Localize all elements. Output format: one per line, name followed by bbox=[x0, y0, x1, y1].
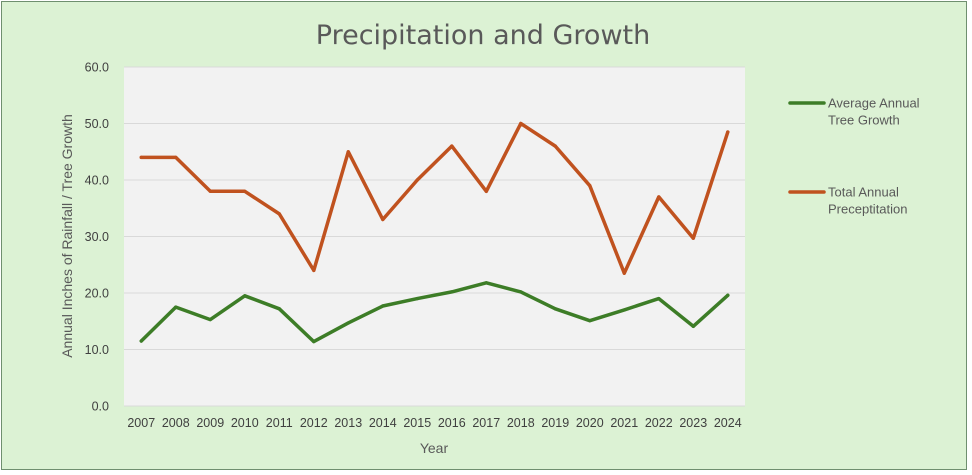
data-point bbox=[657, 195, 661, 199]
data-point bbox=[174, 155, 178, 159]
y-tick-label: 40.0 bbox=[85, 174, 109, 188]
legend-label-2: Total Annual Preceptitation bbox=[828, 185, 908, 217]
data-point bbox=[346, 150, 350, 154]
x-tick-label: 2013 bbox=[334, 416, 362, 430]
y-tick-label: 50.0 bbox=[85, 117, 109, 131]
data-point bbox=[519, 121, 523, 126]
x-tick-label: 2014 bbox=[369, 416, 397, 430]
x-tick-label: 2021 bbox=[610, 416, 638, 430]
data-point bbox=[381, 304, 385, 308]
x-tick-label: 2017 bbox=[472, 416, 500, 430]
data-point bbox=[139, 339, 143, 343]
x-tick-label: 2018 bbox=[507, 416, 535, 430]
legend: Average Annual Tree Growth Total Annual Pre… bbox=[788, 96, 920, 217]
x-tick-label: 2020 bbox=[576, 416, 604, 430]
data-point bbox=[726, 293, 730, 297]
y-tick-label: 10.0 bbox=[85, 343, 109, 357]
data-point bbox=[277, 307, 281, 311]
data-point bbox=[726, 130, 730, 134]
data-point bbox=[519, 290, 523, 294]
data-point bbox=[484, 281, 488, 285]
data-point bbox=[208, 189, 212, 193]
x-tick-label: 2016 bbox=[438, 416, 466, 430]
data-point bbox=[553, 144, 557, 148]
data-point bbox=[450, 144, 454, 148]
y-tick-label: 0.0 bbox=[92, 400, 109, 414]
data-point bbox=[691, 236, 695, 240]
x-tick-label: 2007 bbox=[127, 416, 155, 430]
y-tick-labels: 0.0 10.0 20.0 30.0 40.0 50.0 60.0 bbox=[85, 61, 109, 414]
data-point bbox=[450, 290, 454, 294]
legend-label-1: Average Annual Tree Growth bbox=[828, 96, 920, 128]
x-tick-label: 2024 bbox=[714, 416, 742, 430]
data-point bbox=[588, 319, 592, 323]
x-tick-label: 2009 bbox=[196, 416, 224, 430]
data-point bbox=[415, 297, 419, 301]
data-point bbox=[415, 178, 419, 182]
y-tick-label: 60.0 bbox=[85, 61, 109, 75]
data-point bbox=[243, 189, 247, 193]
x-tick-label: 2011 bbox=[266, 416, 293, 430]
series-line-2 bbox=[139, 121, 730, 275]
x-axis-title: Year bbox=[420, 440, 449, 456]
x-tick-label: 2022 bbox=[645, 416, 673, 430]
series-lines bbox=[139, 121, 730, 344]
data-point bbox=[277, 212, 281, 216]
x-tick-label: 2012 bbox=[300, 416, 328, 430]
data-point bbox=[553, 307, 557, 311]
data-point bbox=[622, 271, 626, 275]
data-point bbox=[484, 189, 488, 193]
x-tick-label: 2023 bbox=[679, 416, 707, 430]
data-point bbox=[622, 308, 626, 312]
data-point bbox=[208, 317, 212, 322]
data-point bbox=[312, 339, 316, 344]
data-point bbox=[243, 294, 247, 298]
chart-title: Precipitation and Growth bbox=[316, 20, 650, 51]
x-tick-label: 2019 bbox=[541, 416, 569, 430]
y-tick-label: 20.0 bbox=[85, 287, 109, 301]
data-point bbox=[588, 184, 592, 188]
data-point bbox=[139, 155, 143, 159]
y-axis-title: Annual Inches of Rainfall / Tree Growth bbox=[59, 114, 75, 358]
data-point bbox=[346, 321, 350, 325]
x-tick-label: 2015 bbox=[403, 416, 431, 430]
data-point bbox=[312, 268, 316, 272]
x-tick-label: 2008 bbox=[162, 416, 190, 430]
data-point bbox=[174, 305, 178, 309]
data-point bbox=[657, 297, 661, 301]
series-line-1 bbox=[139, 281, 730, 344]
y-tick-label: 30.0 bbox=[85, 230, 109, 244]
x-tick-label: 2010 bbox=[231, 416, 259, 430]
data-point bbox=[381, 217, 385, 222]
data-point bbox=[691, 324, 695, 328]
x-tick-labels: 2007 2008 2009 2010 2011 2012 2013 2014 2015 2016… bbox=[127, 416, 741, 430]
